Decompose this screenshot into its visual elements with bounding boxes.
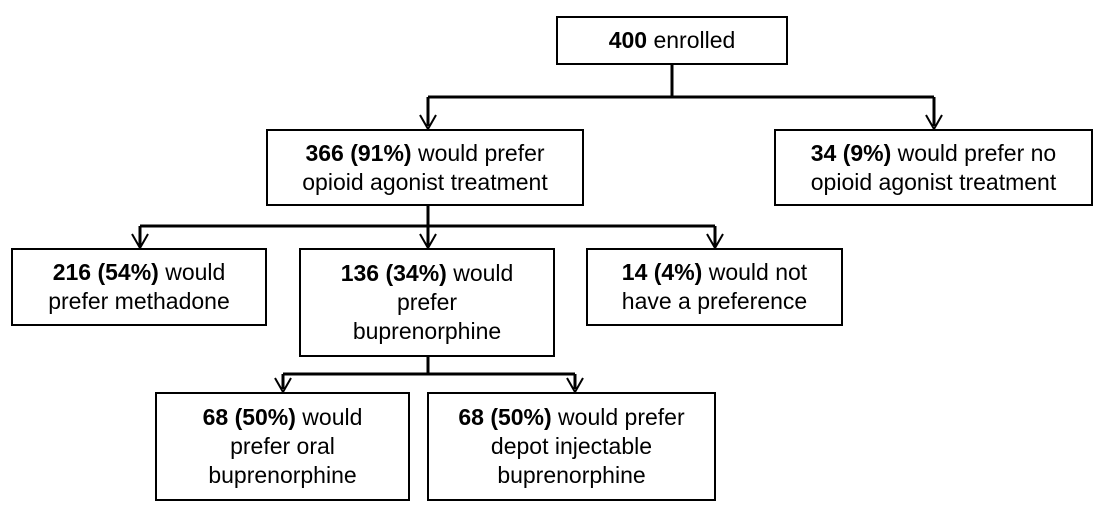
node-depot-count: 68 (50%): [458, 404, 552, 430]
connector-enrolled: [426, 65, 936, 126]
node-no-oat-count: 34 (9%): [810, 139, 892, 166]
node-oral-count: 68 (50%): [202, 404, 296, 430]
node-depot-text-3: buprenorphine: [497, 462, 646, 488]
connector-oat: [138, 206, 717, 246]
node-oral-text-3: buprenorphine: [208, 462, 357, 488]
node-buprenorphine-text-3: buprenorphine: [352, 318, 502, 344]
node-no-preference-count: 14 (4%): [621, 259, 703, 285]
node-opioid-agonist-treatment: 366 (91%) would prefer opioid agonist tr…: [266, 129, 584, 206]
node-buprenorphine-count: 136 (34%): [340, 260, 447, 286]
node-methadone-text-1: would: [158, 259, 226, 285]
node-oat-text-2: opioid agonist treatment: [302, 168, 548, 195]
node-enrolled-count: 400: [608, 27, 648, 53]
node-oat-count: 366 (91%): [305, 139, 412, 166]
node-oral-text-1: would: [295, 404, 363, 430]
node-oral-text-2: prefer oral: [230, 433, 335, 459]
connector-buprenorphine: [281, 357, 577, 389]
node-oat-text-1: would prefer: [411, 139, 545, 166]
node-methadone-text-2: prefer methadone: [48, 288, 230, 314]
node-methadone-count: 216 (54%): [52, 259, 159, 285]
node-no-oat-text-1: would prefer no: [891, 139, 1057, 166]
node-depot-text-1: would prefer: [551, 404, 685, 430]
node-no-preference-text-2: have a preference: [621, 288, 808, 314]
node-buprenorphine-text-1: would: [446, 260, 514, 286]
node-depot-text-2: depot injectable: [490, 433, 653, 459]
node-methadone: 216 (54%) would prefer methadone: [11, 248, 267, 326]
node-no-oat-text-2: opioid agonist treatment: [810, 168, 1057, 195]
node-oral-buprenorphine: 68 (50%) would prefer oral buprenorphine: [155, 392, 410, 501]
node-no-preference: 14 (4%) would not have a preference: [586, 248, 843, 326]
node-buprenorphine: 136 (34%) would prefer buprenorphine: [299, 248, 555, 357]
node-enrolled-text: enrolled: [647, 27, 736, 53]
node-no-opioid-agonist-treatment: 34 (9%) would prefer no opioid agonist t…: [774, 129, 1093, 206]
node-depot-injectable-buprenorphine: 68 (50%) would prefer depot injectable b…: [427, 392, 716, 501]
node-no-preference-text-1: would not: [702, 259, 808, 285]
node-buprenorphine-text-2: prefer: [396, 289, 458, 315]
node-enrolled: 400 enrolled: [556, 16, 788, 65]
